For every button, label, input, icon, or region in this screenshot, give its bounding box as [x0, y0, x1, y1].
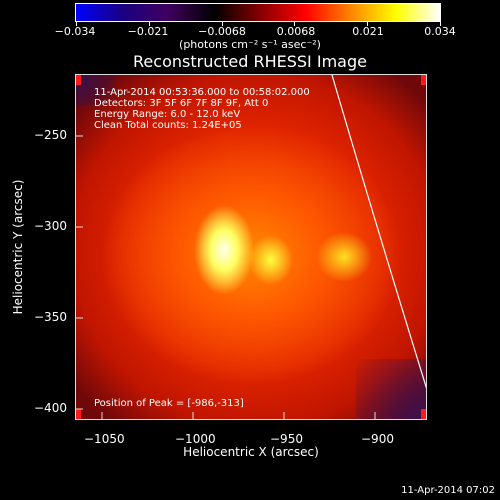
info-detectors: Detectors: 3F 5F 6F 7F 8F 9F, Att 0 — [94, 98, 269, 109]
colorbar — [75, 3, 441, 26]
colorbar-tick — [367, 21, 369, 26]
y-tick-label: −250 — [34, 128, 67, 142]
rhessi-image: 11-Apr-2014 00:53:36.000 to 00:58:02.000… — [75, 74, 427, 420]
colorbar-tick-label: 0.0068 — [276, 25, 316, 38]
image-corner-shade — [356, 359, 426, 419]
colorbar-tick-label: −0.021 — [127, 25, 169, 38]
colorbar-tick-label: −0.0068 — [198, 25, 246, 38]
edge-marker — [421, 409, 426, 419]
solar-limb-line — [331, 75, 426, 389]
colorbar-tick — [76, 21, 77, 26]
edge-marker — [421, 75, 426, 85]
x-tick-label: −900 — [361, 432, 394, 446]
edge-marker — [76, 75, 81, 85]
y-axis-label: Heliocentric Y (arcsec) — [11, 179, 25, 315]
colorbar-tick — [221, 21, 223, 26]
colorbar-tick-label: 0.034 — [424, 25, 456, 38]
colorbar-unit: (photons cm⁻² s⁻¹ asec⁻²) — [179, 38, 321, 51]
timestamp: 11-Apr-2014 07:02 — [401, 485, 495, 496]
info-time-range: 11-Apr-2014 00:53:36.000 to 00:58:02.000 — [94, 87, 310, 98]
image-title: Reconstructed RHESSI Image — [133, 52, 367, 71]
colorbar-tick — [294, 21, 296, 26]
colorbar-tick-label: 0.021 — [352, 25, 384, 38]
info-counts: Clean Total counts: 1.24E+05 — [94, 120, 242, 131]
y-tick-label: −350 — [34, 310, 67, 324]
colorbar-tick — [440, 21, 441, 26]
edge-marker — [76, 409, 81, 419]
colorbar-tick — [148, 21, 150, 26]
colorbar-tick-label: −0.034 — [54, 25, 96, 38]
image-corner-shade — [76, 75, 116, 105]
y-tick-label: −300 — [34, 219, 67, 233]
solar-limb-svg — [331, 75, 426, 389]
x-tick-label: −1000 — [175, 432, 216, 446]
x-tick-label: −1050 — [84, 432, 125, 446]
x-tick-label: −950 — [270, 432, 303, 446]
y-tick-label: −400 — [34, 401, 67, 415]
info-peak-position: Position of Peak = [-986,-313] — [94, 398, 244, 409]
x-axis-label: Heliocentric X (arcsec) — [183, 445, 319, 459]
info-energy-range: Energy Range: 6.0 - 12.0 keV — [94, 109, 241, 120]
